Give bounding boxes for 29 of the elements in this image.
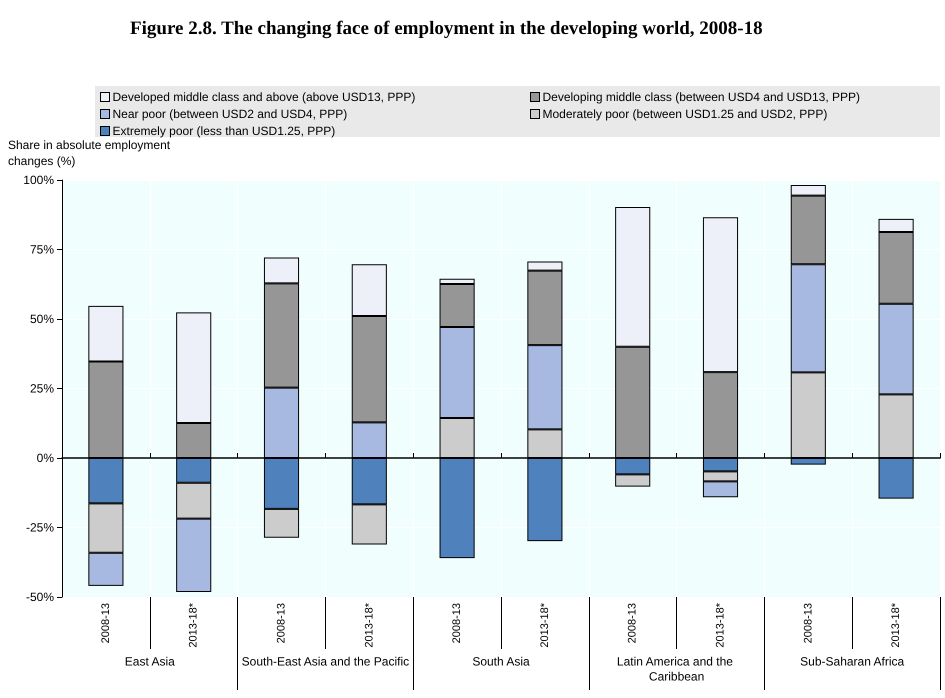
y-tick-label: 25% [30, 382, 54, 396]
x-tick-label: 2008-13 [100, 603, 112, 644]
text: Sub-Saharan Africa [800, 654, 905, 668]
x-tick-label: 2013-18* [188, 602, 200, 648]
x-tick-label: 2008-13 [626, 603, 639, 644]
y-tick-label: 75% [30, 242, 54, 256]
x-tick-label: 2013-18* [363, 602, 376, 648]
x-tick-label: 2008-13 [276, 603, 288, 644]
text: South Asia [472, 654, 530, 668]
x-tick-label: 2013-18* [538, 602, 551, 648]
legend-label: Developing middle class (between USD4 and USD13, PPP) [542, 90, 860, 104]
x-tick-label: 2008-13 [802, 603, 814, 644]
legend-label: Extremely poor (less than USD1.25, PPP) [112, 124, 336, 138]
x-tick-label: 2013-18* [714, 602, 726, 648]
legend-label: Near poor (between USD2 and USD4, PPP) [112, 107, 348, 121]
x-tick-label: 2013-18* [890, 602, 902, 648]
y-tick-label: 50% [30, 312, 54, 326]
text: East Asia [124, 654, 176, 668]
y-tick-label: 100% [23, 173, 54, 187]
chart-title: Figure 2.8. The changing face of employment in the developing world, 2008-18 [130, 18, 763, 39]
y-axis-title: Share in absolute employment changes (%) [8, 138, 174, 168]
text: South-East Asia and the Pacific [242, 654, 410, 668]
text: Latin America and the Caribbean [616, 654, 736, 684]
y-tick-label: 0% [36, 451, 54, 465]
y-tick-label: -50% [26, 590, 54, 604]
legend-label: Developed middle class and above (above USD13, PPP) [112, 90, 416, 104]
x-tick-label: 2008-13 [451, 603, 464, 644]
legend-label: Moderately poor (between USD1.25 and USD2, PPP) [542, 107, 828, 121]
y-tick-label: -25% [26, 520, 54, 534]
